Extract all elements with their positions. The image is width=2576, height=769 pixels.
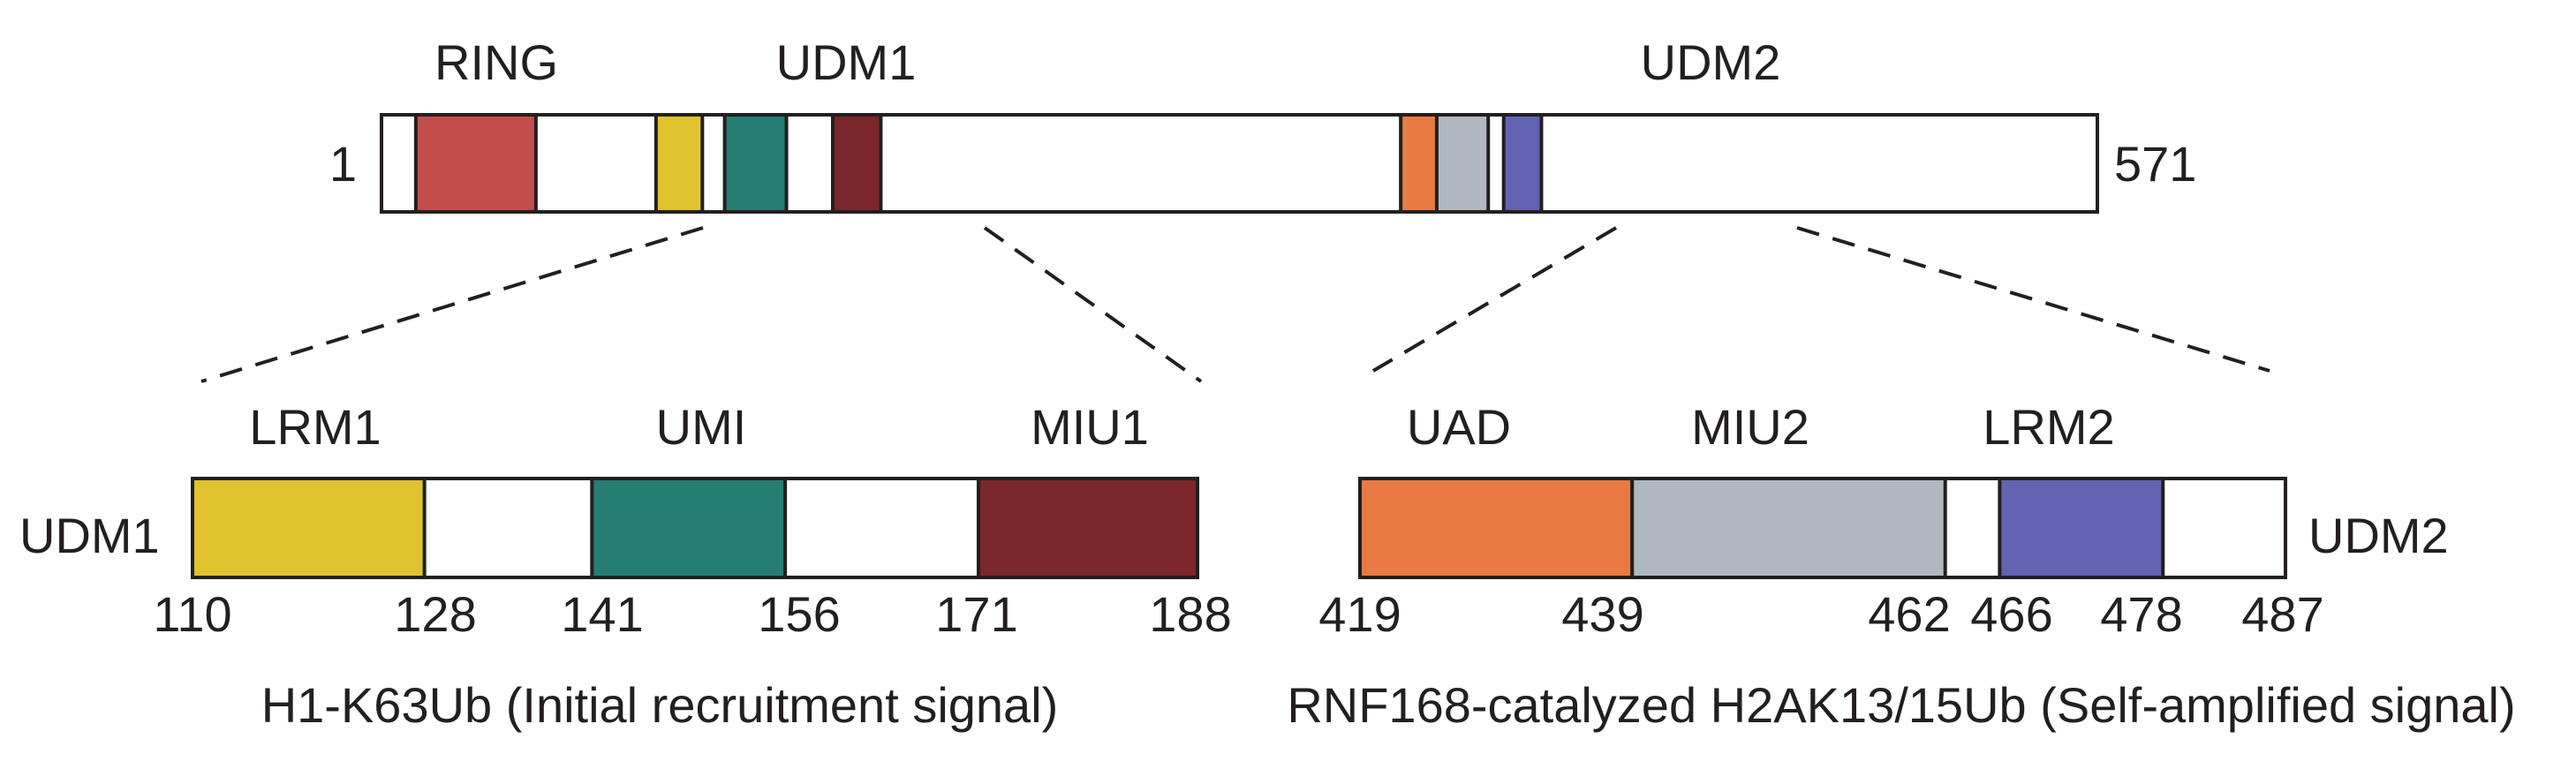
full-protein-bar (381, 115, 2097, 212)
full-end-label: 571 (2114, 136, 2196, 192)
udm2-tick-487: 487 (2241, 586, 2323, 642)
udm1-caption: H1-K63Ub (Initial recruitment signal) (261, 677, 1059, 733)
udm1-lrm1-domain (191, 477, 427, 579)
full-segment-4-domain (1399, 113, 1439, 214)
udm2-tick-478: 478 (2100, 586, 2182, 642)
udm2-domain-group (1358, 477, 2165, 579)
udm2-lrm2-domain (1998, 477, 2165, 579)
lrm2-label: LRM2 (1983, 399, 2114, 455)
udm1-tick-141: 141 (561, 586, 643, 642)
udm1-group-label: UDM1 (776, 34, 917, 90)
udm1-zoom: LRM1 UMI MIU1 UDM1 110 128 141 156 171 1… (19, 399, 1232, 733)
ring-domain-label: RING (434, 34, 558, 90)
udm2-miu2-domain (1630, 477, 1947, 579)
udm2-side-label: UDM2 (2308, 508, 2449, 563)
udm1-bar-outline (191, 477, 1199, 579)
umi-label: UMI (656, 399, 747, 455)
udm1-tick-110: 110 (153, 586, 231, 642)
full-segment-6-domain (1501, 113, 1544, 214)
udm2-zoom-guide-right (1796, 226, 2270, 373)
udm2-zoom-guide-left (1371, 226, 1618, 373)
miu1-label: MIU1 (1031, 399, 1149, 455)
full-start-label: 1 (329, 136, 357, 192)
udm2-caption: RNF168-catalyzed H2AK13/15Ub (Self-ampli… (1287, 677, 2515, 733)
udm1-tick-128: 128 (394, 586, 476, 642)
full-segment-5-domain (1434, 113, 1491, 214)
udm1-zoom-guide-left (200, 226, 704, 383)
udm1-tick-171: 171 (935, 586, 1017, 642)
udm1-miu1-domain (976, 477, 1199, 579)
udm1-zoom-guide-right (983, 226, 1203, 383)
uad-label: UAD (1407, 399, 1511, 455)
udm2-uad-domain (1358, 477, 1635, 579)
udm2-bar-outline (1358, 477, 2287, 579)
full-ring-domain (413, 113, 538, 214)
udm2-tick-462: 462 (1868, 586, 1950, 642)
udm1-side-label: UDM1 (19, 508, 160, 563)
miu2-label: MIU2 (1691, 399, 1809, 455)
udm2-zoom: UAD MIU2 LRM2 UDM2 419 439 462 466 478 4… (1287, 399, 2515, 733)
udm1-domain-group (191, 477, 1199, 579)
udm2-group-label: UDM2 (1641, 34, 1781, 90)
udm2-tick-439: 439 (1561, 586, 1643, 642)
udm1-umi-domain (590, 477, 788, 579)
lrm1-label: LRM1 (249, 399, 381, 455)
full-protein-outline (380, 113, 2099, 214)
full-segment-1-domain (653, 113, 705, 214)
full-segment-3-domain (831, 113, 883, 214)
udm1-tick-188: 188 (1149, 586, 1231, 642)
zoom-guides (200, 226, 2270, 383)
udm2-tick-419: 419 (1318, 586, 1401, 642)
full-segment-2-domain (722, 113, 789, 214)
udm2-tick-466: 466 (1970, 586, 2052, 642)
full-length-protein: RING UDM1 UDM2 1 571 (329, 34, 2196, 214)
udm1-tick-156: 156 (758, 586, 840, 642)
